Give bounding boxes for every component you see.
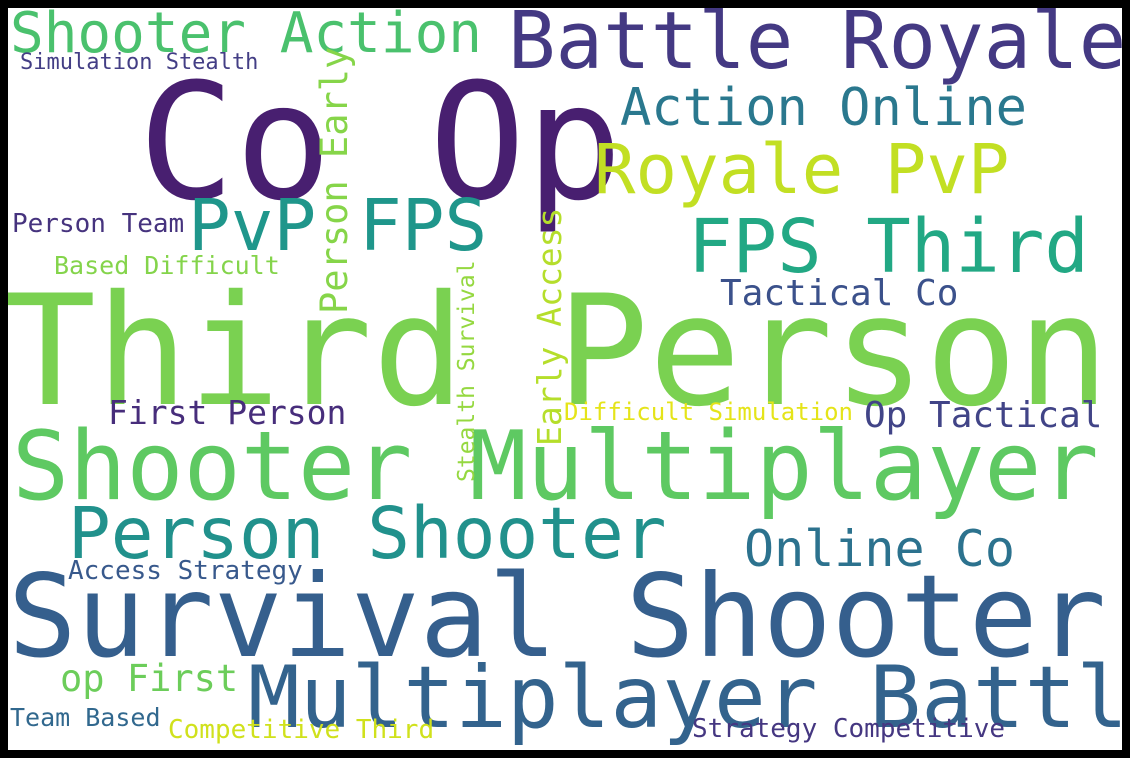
word-strategy-competitive: Strategy Competitive <box>692 714 1006 744</box>
word-team-based: Team Based <box>10 703 161 732</box>
word-person-team: Person Team <box>12 209 185 239</box>
word-pvp-fps: PvP FPS <box>188 184 488 267</box>
word-person-shooter: Person Shooter <box>68 492 667 575</box>
word-shooter-action: Shooter Action <box>10 8 483 66</box>
word-multiplayer-battle: Multiplayer Battle <box>248 648 1122 748</box>
word-fps-third: FPS Third <box>688 204 1089 290</box>
word-co-op: Co Op <box>138 49 623 236</box>
word-survival-shooter: Survival Shooter <box>8 550 1107 683</box>
word-shooter-multiplayer: Shooter Multiplayer <box>12 412 1099 522</box>
word-battle-royale: Battle Royale <box>508 8 1122 87</box>
word-competitive-third: Competitive Third <box>168 715 435 745</box>
word-access-strategy: Access Strategy <box>68 556 303 586</box>
word-difficult-simulation: Difficult Simulation <box>564 398 853 426</box>
word-cloud: Third Person Survival Shooter Shooter Mu… <box>8 8 1122 750</box>
word-online-co: Online Co <box>744 520 1015 578</box>
word-early-access: Early Access <box>530 207 569 446</box>
word-simulation-stealth: Simulation Stealth <box>20 50 259 75</box>
word-first-person: First Person <box>108 393 347 432</box>
word-action-online: Action Online <box>620 78 1027 138</box>
word-based-difficult: Based Difficult <box>54 251 280 280</box>
word-tactical-co: Tactical Co <box>720 273 959 314</box>
word-third-person: Third Person <box>8 263 1110 441</box>
word-op-tactical: Op Tactical <box>864 395 1103 436</box>
word-royale-pvp: Royale PvP <box>594 130 1010 210</box>
word-op-first: op First <box>60 657 239 700</box>
word-stealth-survival: Stealth Survival <box>454 260 480 482</box>
word-person-early: Person Early <box>313 46 356 314</box>
